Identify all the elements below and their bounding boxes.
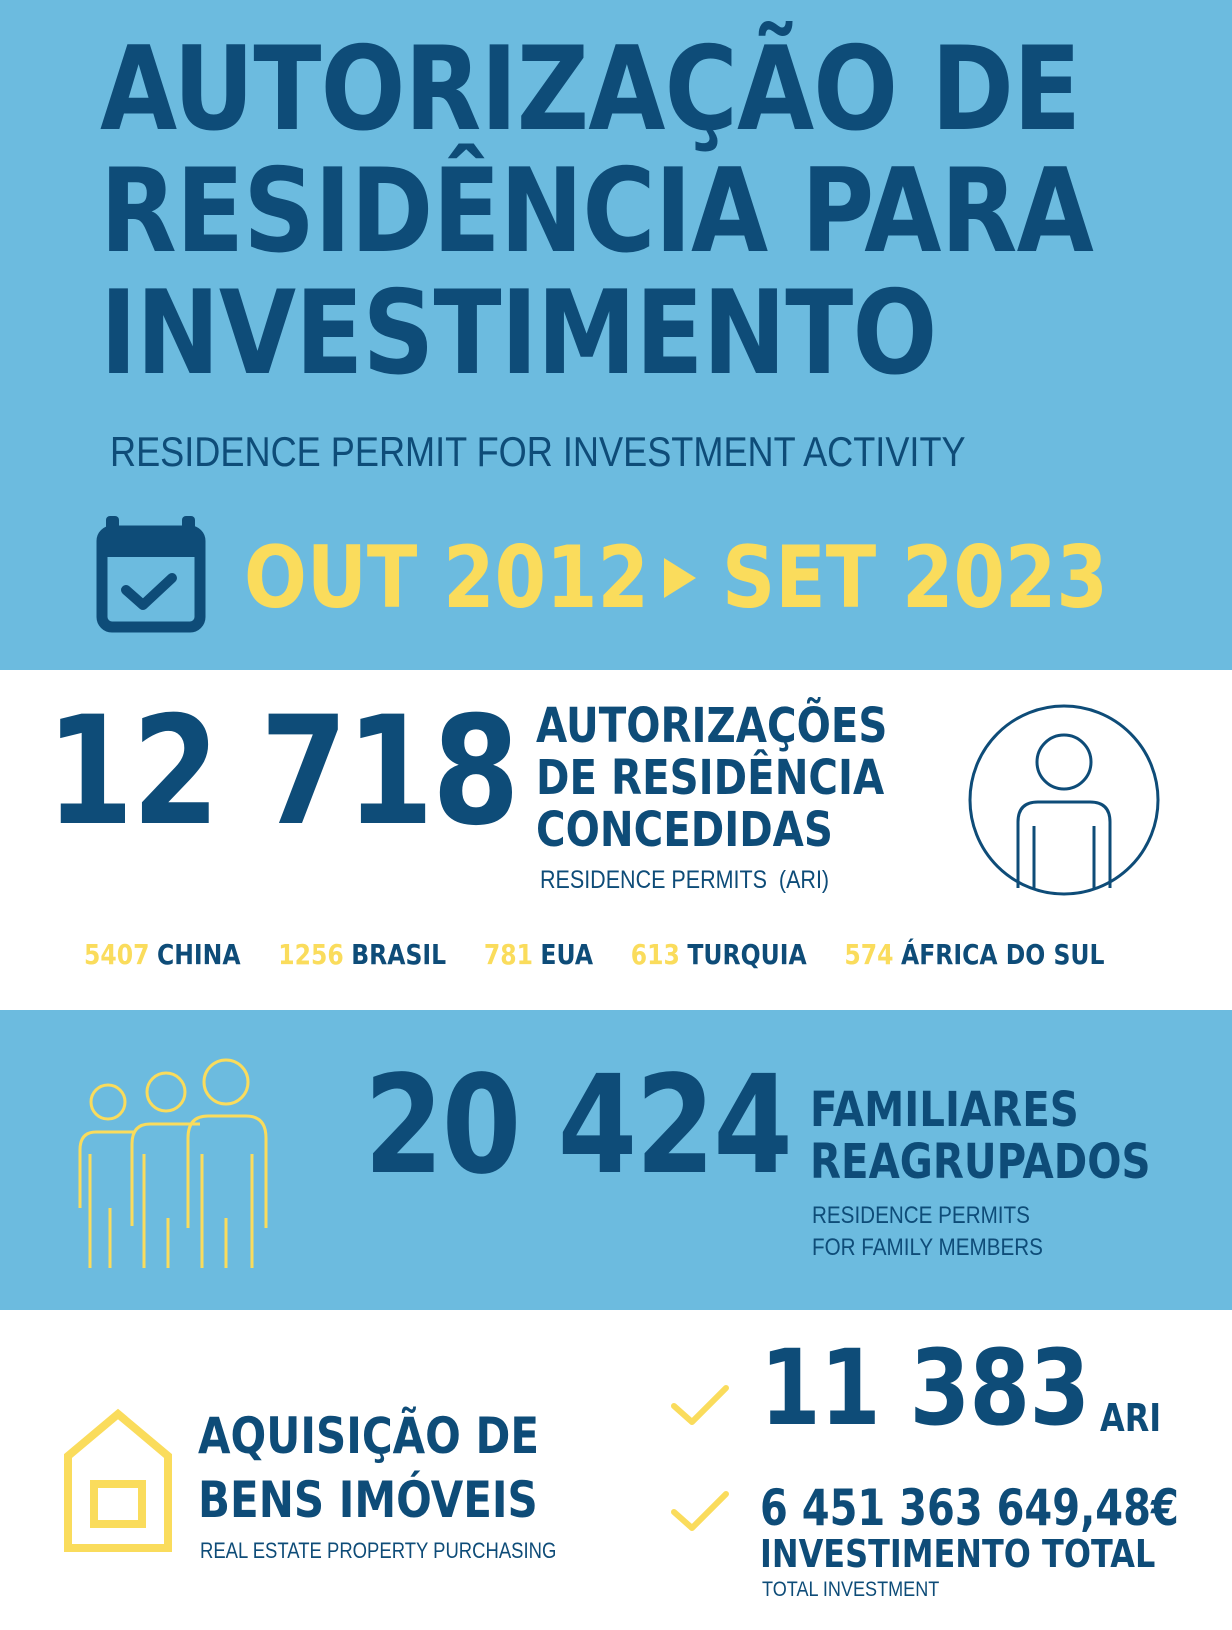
real-estate-label-line-2: BENS IMÓVEIS xyxy=(198,1471,538,1529)
page-title-line-3: INVESTIMENTO xyxy=(100,266,937,401)
country-item: 5407 CHINA xyxy=(84,938,241,972)
family-section: 20 424 FAMILIARES REAGRUPADOS RESIDENCE … xyxy=(0,1010,1232,1310)
country-item: 574 ÁFRICA DO SUL xyxy=(844,938,1104,972)
country-name: BRASIL xyxy=(351,938,447,971)
country-count: 5407 xyxy=(84,938,150,971)
country-item: 1256 BRASIL xyxy=(278,938,446,972)
family-label-line-2: REAGRUPADOS xyxy=(810,1134,1151,1190)
triangle-right-icon xyxy=(662,556,698,600)
period-start: OUT 2012 xyxy=(244,528,649,628)
investment-total-label: INVESTIMENTO TOTAL xyxy=(760,1532,1156,1576)
check-icon xyxy=(670,1490,730,1534)
permits-sublabel: RESIDENCE PERMITS (ARI) xyxy=(540,866,830,894)
real-estate-label-line-1: AQUISIÇÃO DE xyxy=(198,1407,540,1465)
permits-total: 12 718 xyxy=(46,685,520,859)
permits-label-line-3: CONCEDIDAS xyxy=(536,802,833,858)
country-count: 613 xyxy=(630,938,680,971)
page-title-line-2: RESIDÊNCIA PARA xyxy=(100,144,1094,279)
country-name: CHINA xyxy=(156,938,241,971)
countries-row: 5407 CHINA 1256 BRASIL 781 EUA 613 TURQU… xyxy=(84,938,1123,972)
permits-section: 12 718 AUTORIZAÇÕES DE RESIDÊNCIA CONCED… xyxy=(0,670,1232,1010)
permits-label-line-2: DE RESIDÊNCIA xyxy=(536,750,885,806)
header-section: AUTORIZAÇÃO DE RESIDÊNCIA PARA INVESTIME… xyxy=(0,0,1232,670)
person-circle-icon xyxy=(966,702,1162,898)
country-count: 1256 xyxy=(278,938,344,971)
investment-total-value: 6 451 363 649,48€ xyxy=(760,1479,1179,1537)
family-sublabel-line-2: FOR FAMILY MEMBERS xyxy=(812,1234,1043,1261)
check-icon xyxy=(670,1384,730,1428)
period-end: SET 2023 xyxy=(722,528,1108,628)
investment-total-sublabel: TOTAL INVESTMENT xyxy=(762,1578,940,1601)
real-estate-section: AQUISIÇÃO DE BENS IMÓVEIS REAL ESTATE PR… xyxy=(0,1310,1232,1630)
ari-count: 11 383 xyxy=(760,1327,1090,1449)
page-title-line-1: AUTORIZAÇÃO DE xyxy=(100,22,1081,157)
real-estate-sublabel: REAL ESTATE PROPERTY PURCHASING xyxy=(200,1538,557,1563)
house-icon xyxy=(62,1406,174,1554)
permits-label-line-1: AUTORIZAÇÕES xyxy=(536,698,888,754)
country-item: 613 TURQUIA xyxy=(631,938,807,972)
family-sublabel-line-1: RESIDENCE PERMITS xyxy=(812,1202,1030,1229)
family-group-icon xyxy=(74,1058,274,1274)
country-name: EUA xyxy=(540,938,594,971)
page-subtitle: RESIDENCE PERMIT FOR INVESTMENT ACTIVITY xyxy=(110,428,966,475)
country-item: 781 EUA xyxy=(484,938,593,972)
ari-unit: ARI xyxy=(1100,1396,1162,1440)
country-name: TURQUIA xyxy=(687,938,807,971)
family-total: 20 424 xyxy=(364,1047,793,1205)
country-name: ÁFRICA DO SUL xyxy=(900,938,1105,971)
country-count: 781 xyxy=(483,938,533,971)
country-count: 574 xyxy=(844,938,894,971)
family-label-line-1: FAMILIARES xyxy=(810,1082,1079,1138)
calendar-check-icon xyxy=(96,516,206,634)
